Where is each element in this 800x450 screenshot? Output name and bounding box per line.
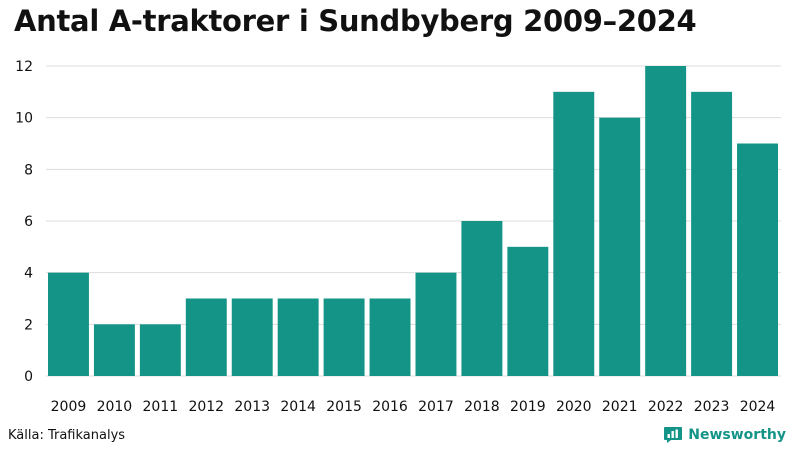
x-tick-label: 2020 bbox=[556, 399, 592, 415]
y-tick-label: 4 bbox=[24, 266, 33, 282]
y-tick-label: 10 bbox=[15, 111, 33, 127]
bar bbox=[691, 91, 733, 376]
x-tick-label: 2010 bbox=[97, 399, 133, 415]
y-tick-label: 6 bbox=[24, 214, 33, 230]
x-tick-label: 2022 bbox=[648, 399, 684, 415]
x-tick-label: 2009 bbox=[51, 399, 87, 415]
y-tick-label: 12 bbox=[15, 59, 33, 75]
x-tick-label: 2021 bbox=[602, 399, 638, 415]
x-tick-label: 2011 bbox=[143, 399, 179, 415]
y-tick-label: 0 bbox=[24, 369, 33, 385]
bar bbox=[323, 298, 365, 376]
bar bbox=[737, 143, 778, 376]
x-tick-label: 2024 bbox=[740, 399, 776, 415]
brand-name: Newsworthy bbox=[688, 427, 786, 443]
source-note: Källa: Trafikanalys bbox=[8, 428, 126, 443]
bar-chart: 0 2 4 6 8 10 12 2009 2010 2011 2012 2013 2014 2015 201… bbox=[15, 59, 781, 415]
bar bbox=[277, 298, 319, 376]
chart-title: Antal A-traktorer i Sundbyberg 2009–2024 bbox=[14, 4, 697, 38]
bar bbox=[645, 66, 687, 376]
bar bbox=[553, 91, 595, 376]
bar bbox=[48, 272, 89, 376]
bar bbox=[369, 298, 411, 376]
x-tick-label: 2015 bbox=[326, 399, 362, 415]
bar bbox=[231, 298, 273, 376]
x-tick-label: 2012 bbox=[188, 399, 224, 415]
bar-chart-speech-icon bbox=[664, 427, 683, 443]
bar bbox=[139, 324, 181, 376]
x-tick-label: 2018 bbox=[464, 399, 500, 415]
bar bbox=[93, 324, 135, 376]
y-tick-label: 8 bbox=[24, 162, 33, 178]
bar bbox=[461, 221, 503, 376]
bar bbox=[415, 272, 457, 376]
bar bbox=[507, 246, 549, 376]
y-tick-label: 2 bbox=[24, 317, 33, 333]
x-tick-label: 2019 bbox=[510, 399, 546, 415]
x-tick-label: 2014 bbox=[280, 399, 316, 415]
x-tick-label: 2017 bbox=[418, 399, 454, 415]
brand-logo: Newsworthy bbox=[663, 426, 786, 444]
x-tick-label: 2016 bbox=[372, 399, 408, 415]
bar bbox=[599, 117, 641, 377]
bar bbox=[185, 298, 227, 376]
x-tick-label: 2023 bbox=[694, 399, 730, 415]
x-tick-label: 2013 bbox=[234, 399, 270, 415]
